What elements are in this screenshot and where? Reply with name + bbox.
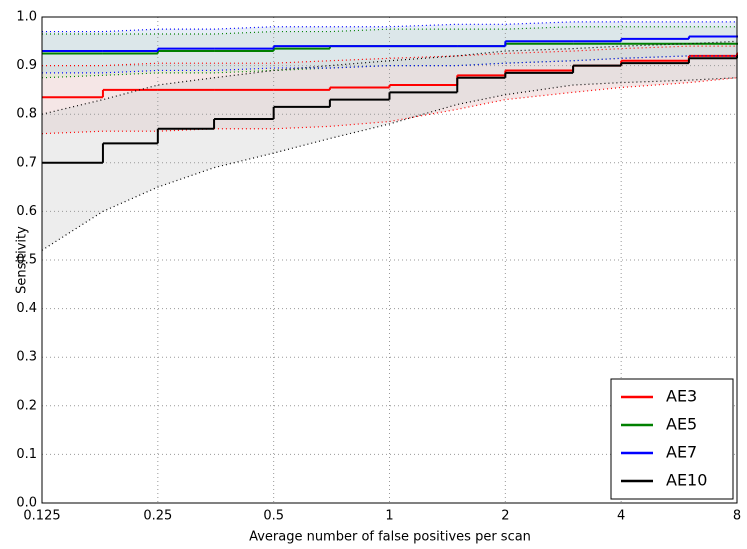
x-tick-label: 0.125 [23,509,60,524]
y-tick-label: 1.0 [16,10,37,25]
x-tick-label: 2 [501,509,509,524]
y-tick-label: 0.4 [16,301,37,316]
y-axis-label: Sensitivity [15,226,30,294]
y-tick-label: 0.7 [16,155,37,170]
x-tick-label: 0.25 [143,509,172,524]
plot-frame [41,16,738,504]
band-edge [41,40,738,115]
confidence-band [42,26,737,78]
legend-label: AE7 [666,443,697,462]
y-tick-label: 0.3 [16,350,37,365]
y-tick-label: 0.0 [16,496,37,511]
x-tick-label: 4 [617,509,625,524]
y-tick-label: 0.9 [16,58,37,73]
band-edge [41,77,738,251]
legend-label: AE3 [666,387,697,406]
legend-label: AE10 [666,471,707,490]
confidence-band [42,41,737,251]
y-tick-label: 0.1 [16,447,37,462]
x-tick-label: 1 [385,509,393,524]
legend-label: AE5 [666,415,697,434]
y-tick-label: 0.2 [16,398,37,413]
x-axis-label: Average number of false positives per sc… [249,530,531,545]
x-tick-label: 0.5 [263,509,284,524]
y-tick-label: 0.8 [16,107,37,122]
legend-box [610,378,734,500]
confidence-band [42,21,737,73]
y-tick-label: 0.5 [16,253,37,268]
y-tick-label: 0.6 [16,204,37,219]
x-tick-label: 8 [733,509,741,524]
